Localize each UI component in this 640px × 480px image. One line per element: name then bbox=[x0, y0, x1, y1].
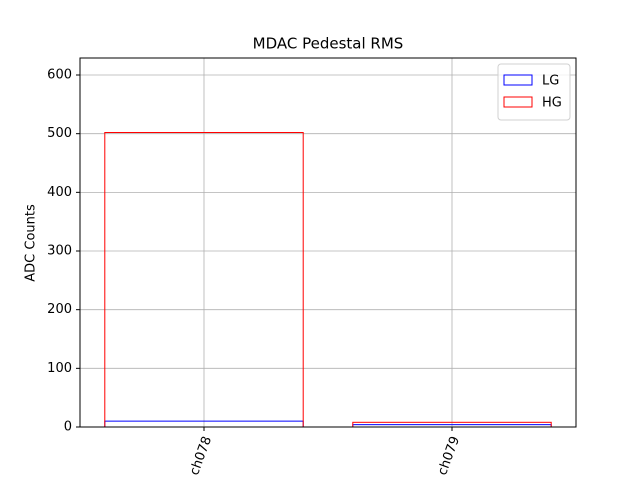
y-axis-label: ADC Counts bbox=[24, 204, 39, 282]
y-tick-label: 400 bbox=[47, 185, 72, 200]
y-tick-label: 0 bbox=[64, 420, 72, 435]
y-tick-label: 600 bbox=[47, 68, 72, 83]
y-tick-label: 100 bbox=[47, 361, 72, 376]
legend-box bbox=[497, 63, 571, 121]
plot-frame bbox=[79, 57, 577, 428]
chart-title: MDAC Pedestal RMS bbox=[253, 35, 404, 53]
y-tick-label: 500 bbox=[47, 126, 72, 141]
legend-label: LG bbox=[542, 74, 559, 89]
y-tick-label: 200 bbox=[47, 302, 72, 317]
legend-label: HG bbox=[542, 96, 562, 111]
legend-swatch bbox=[503, 74, 533, 86]
y-tick-label: 300 bbox=[47, 244, 72, 259]
legend-swatch bbox=[503, 96, 533, 108]
